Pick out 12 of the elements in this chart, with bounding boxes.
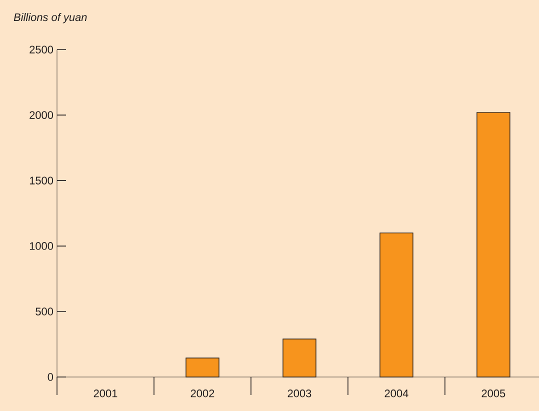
- y-tick-label: 2000: [30, 111, 54, 119]
- x-tick-label: 2005: [482, 390, 506, 398]
- x-tick-label: 2004: [384, 390, 408, 398]
- y-tick-label: 1000: [30, 242, 54, 250]
- y-tick-label: 0: [48, 373, 54, 381]
- y-axis-title: Billions of yuan: [14, 13, 87, 24]
- x-tick-label: 2002: [190, 390, 214, 398]
- y-tick-label: 1500: [30, 176, 54, 184]
- x-tick-label: 2003: [288, 390, 312, 398]
- y-tick-label: 500: [36, 308, 54, 316]
- x-tick-label: 2001: [94, 390, 118, 398]
- y-tick-label: 2500: [30, 46, 54, 54]
